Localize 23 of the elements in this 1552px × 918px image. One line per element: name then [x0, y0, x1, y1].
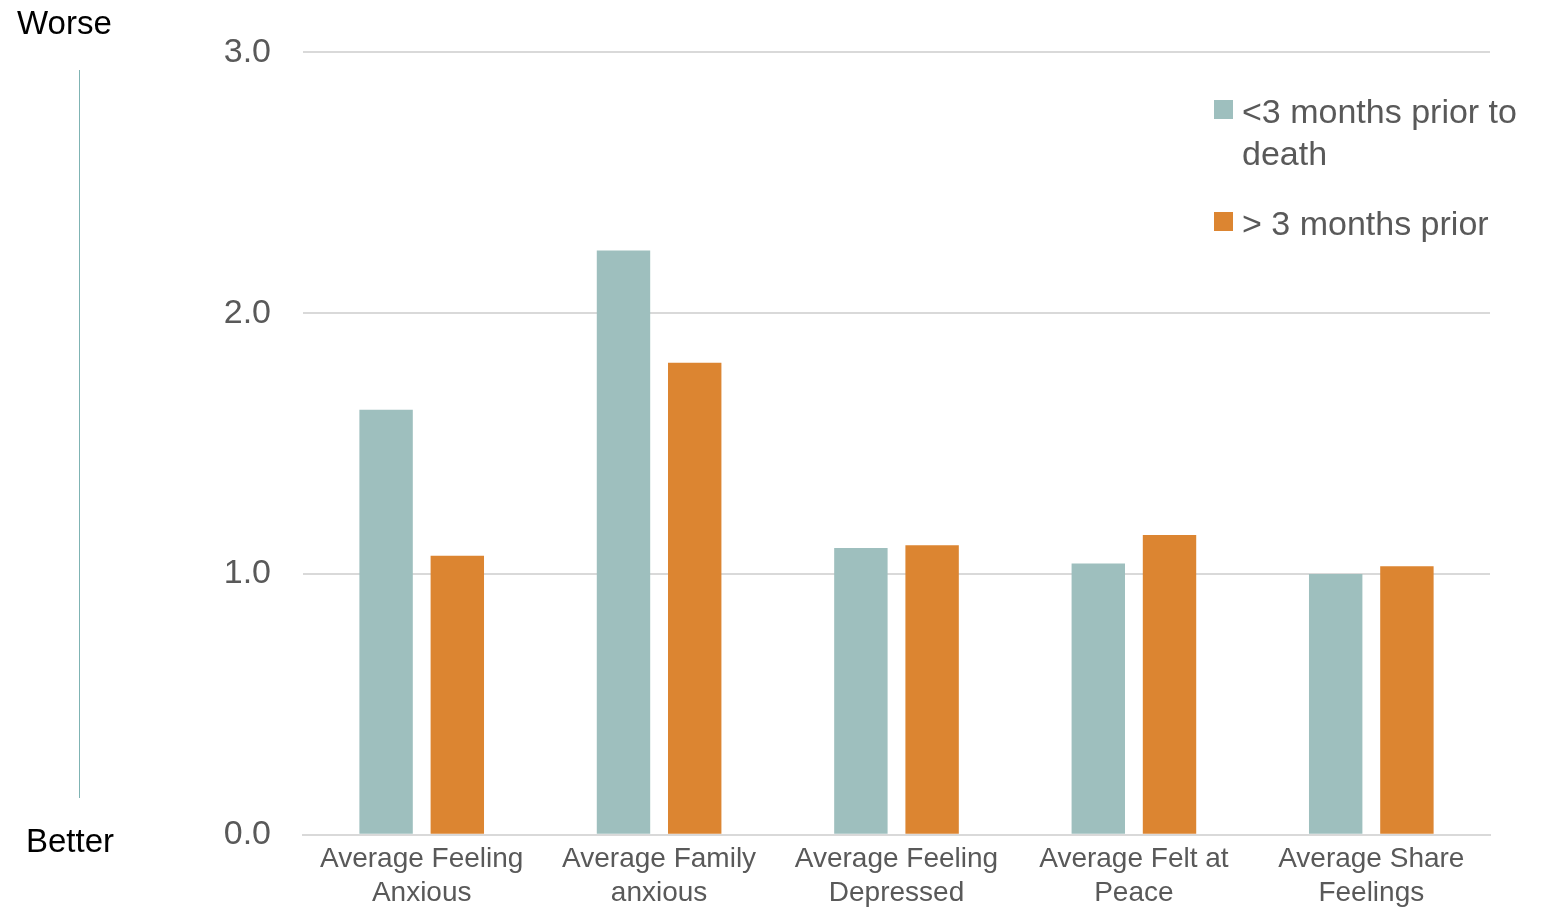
y-tick-label: 0.0 [223, 813, 271, 852]
bar [1380, 566, 1434, 834]
x-tick-label: Average Family anxious [562, 842, 757, 907]
y-tick-label: 2.0 [223, 291, 271, 330]
bar [668, 362, 722, 834]
bar [596, 250, 651, 834]
text: Worse [17, 4, 112, 42]
bar [359, 409, 413, 834]
y-tick-label: 1.0 [223, 552, 271, 591]
x-tick-label: Average Feeling Anxious [320, 842, 524, 907]
y-tick-label: 3.0 [223, 30, 271, 69]
bar [834, 547, 888, 834]
x-tick-label: Average Share Feelings [1278, 842, 1465, 907]
bar [1071, 563, 1125, 834]
text: Better [26, 822, 115, 860]
bar [1142, 534, 1197, 834]
legend-label: > 3 months prior [1242, 203, 1489, 244]
x-tick-label: Average Felt at Peace [1039, 842, 1229, 907]
bar [1308, 574, 1363, 834]
bar [905, 545, 959, 834]
bar [430, 555, 485, 834]
x-tick-label: Average Feeling Depressed [794, 842, 999, 907]
legend-label: <3 months prior to death [1242, 91, 1518, 174]
